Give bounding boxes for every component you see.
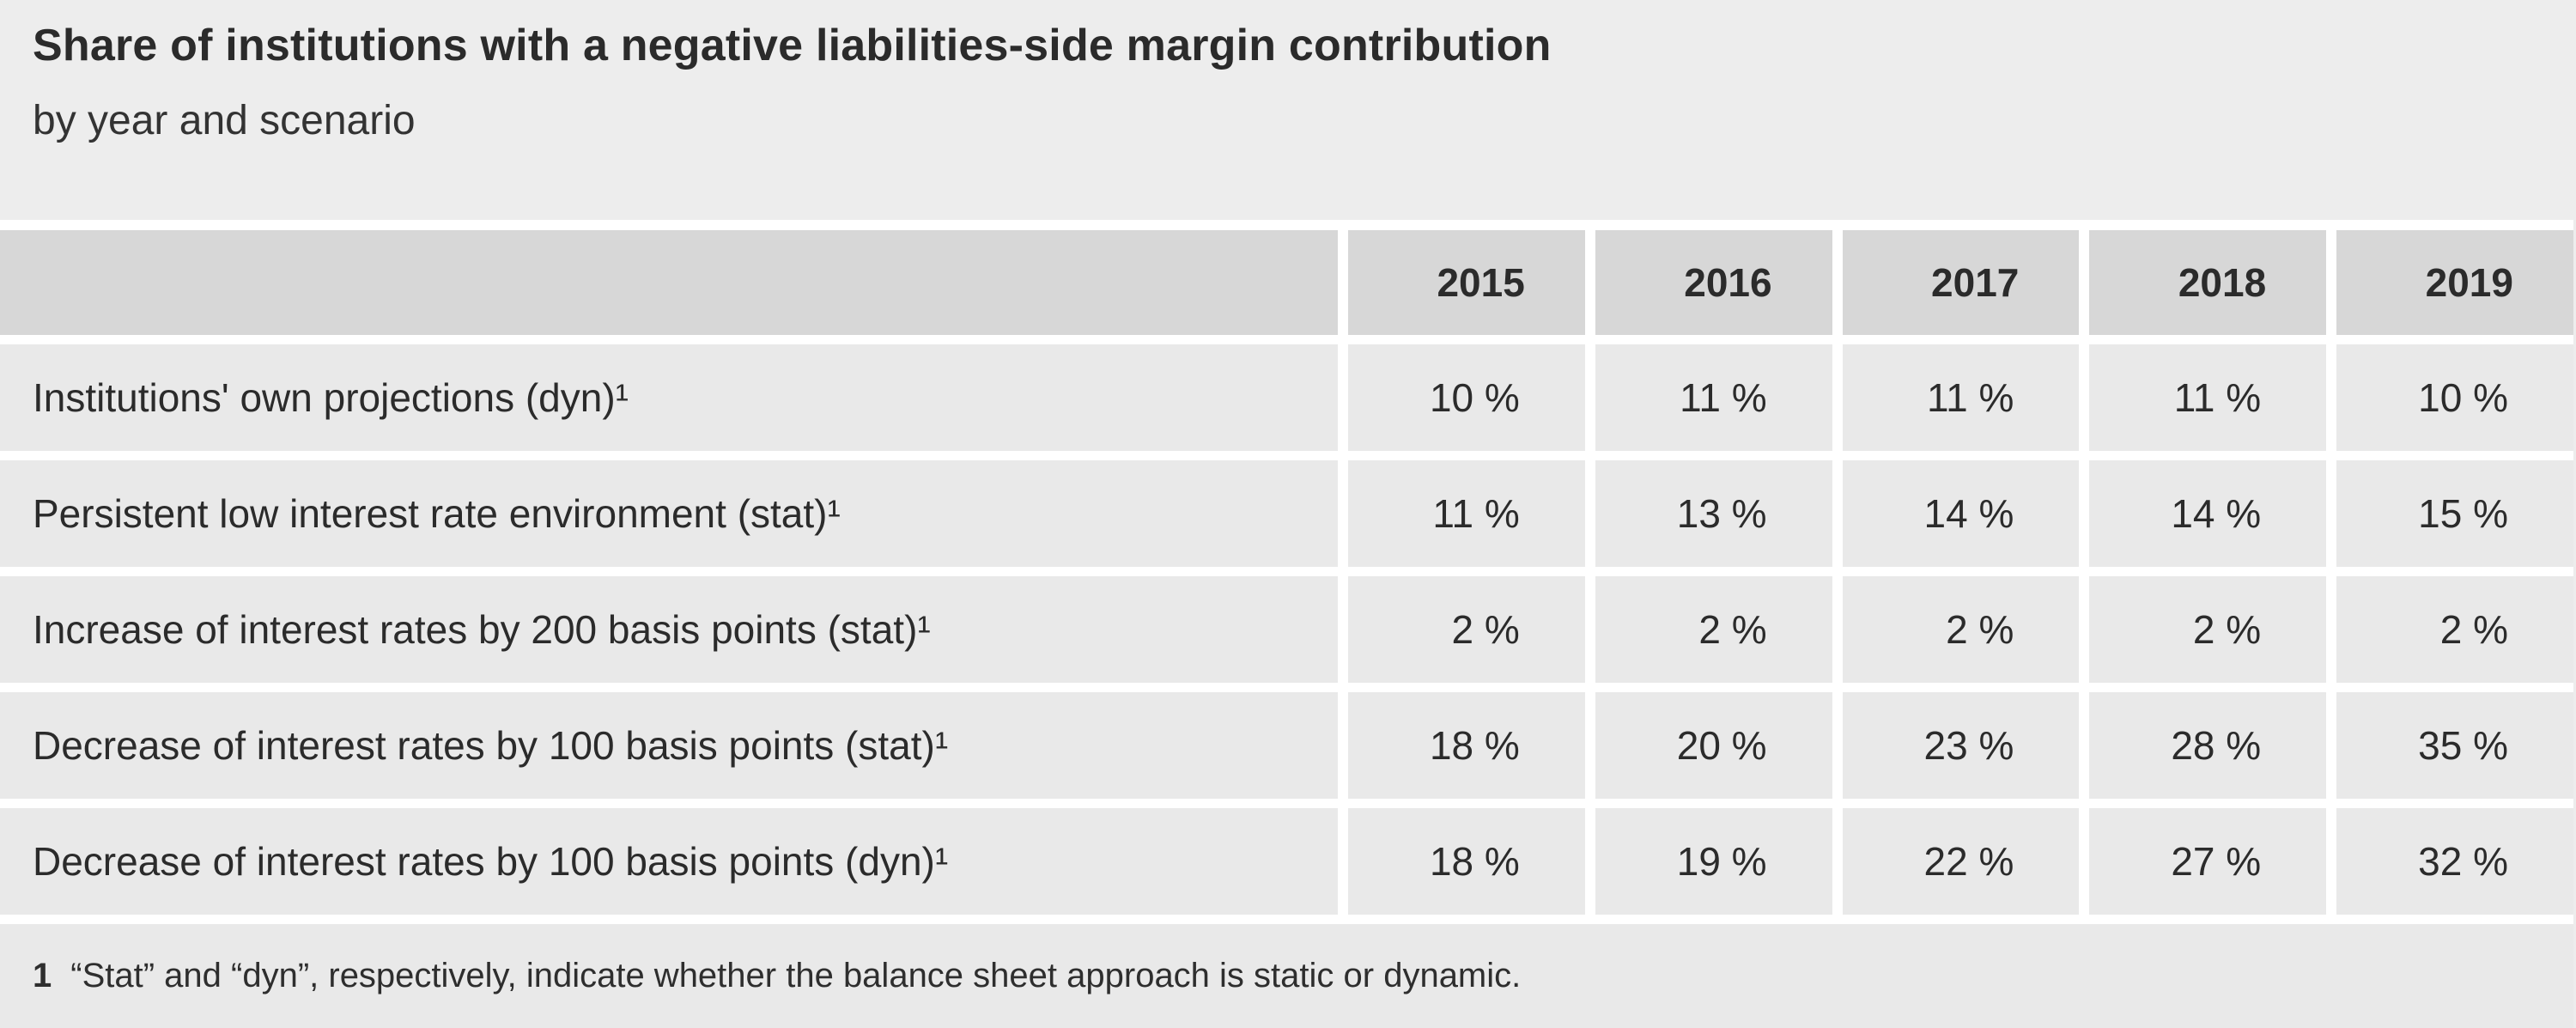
footnote-text: “Stat” and “dyn”, respectively, indicate… — [70, 957, 1522, 995]
value-cell: 15 % — [2336, 460, 2573, 567]
value-cell: 28 % — [2089, 692, 2327, 799]
row-label-decrease-100bp-dyn: Decrease of interest rates by 100 basis … — [0, 808, 1338, 915]
value-cell: 2 % — [1595, 576, 1832, 683]
value-cell: 2 % — [1842, 576, 2080, 683]
value-cell: 22 % — [1842, 808, 2080, 915]
value-cell: 35 % — [2336, 692, 2573, 799]
value-cell: 11 % — [1842, 344, 2080, 451]
value-cell: 10 % — [1348, 344, 1585, 451]
column-header-2015: 2015 — [1348, 230, 1585, 335]
value-cell: 11 % — [1595, 344, 1832, 451]
figure-subtitle: by year and scenario — [33, 98, 416, 143]
column-header-2017: 2017 — [1842, 230, 2080, 335]
table-footnote: 1 “Stat” and “dyn”, respectively, indica… — [0, 924, 2573, 1028]
figure-title: Share of institutions with a negative li… — [33, 21, 1552, 70]
row-label-persistent-low-rates: Persistent low interest rate environment… — [0, 460, 1338, 567]
value-cell: 14 % — [1842, 460, 2080, 567]
column-header-2018: 2018 — [2089, 230, 2327, 335]
value-cell: 27 % — [2089, 808, 2327, 915]
value-cell: 18 % — [1348, 808, 1585, 915]
column-header-2019: 2019 — [2336, 230, 2573, 335]
scenario-year-table: 2015 2016 2017 2018 2019 Institutions' o… — [0, 220, 2573, 1028]
value-cell: 23 % — [1842, 692, 2080, 799]
value-cell: 32 % — [2336, 808, 2573, 915]
value-cell: 20 % — [1595, 692, 1832, 799]
row-label-decrease-100bp-stat: Decrease of interest rates by 100 basis … — [0, 692, 1338, 799]
row-label-own-projections: Institutions' own projections (dyn)¹ — [0, 344, 1338, 451]
value-cell: 11 % — [2089, 344, 2327, 451]
header-empty-cell — [0, 230, 1338, 335]
value-cell: 11 % — [1348, 460, 1585, 567]
value-cell: 2 % — [2336, 576, 2573, 683]
value-cell: 10 % — [2336, 344, 2573, 451]
value-cell: 18 % — [1348, 692, 1585, 799]
value-cell: 2 % — [1348, 576, 1585, 683]
value-cell: 2 % — [2089, 576, 2327, 683]
value-cell: 19 % — [1595, 808, 1832, 915]
column-header-2016: 2016 — [1595, 230, 1832, 335]
row-label-increase-200bp: Increase of interest rates by 200 basis … — [0, 576, 1338, 683]
figure-header: Share of institutions with a negative li… — [0, 0, 2576, 144]
value-cell: 14 % — [2089, 460, 2327, 567]
footnote-marker: 1 — [33, 957, 52, 995]
value-cell: 13 % — [1595, 460, 1832, 567]
